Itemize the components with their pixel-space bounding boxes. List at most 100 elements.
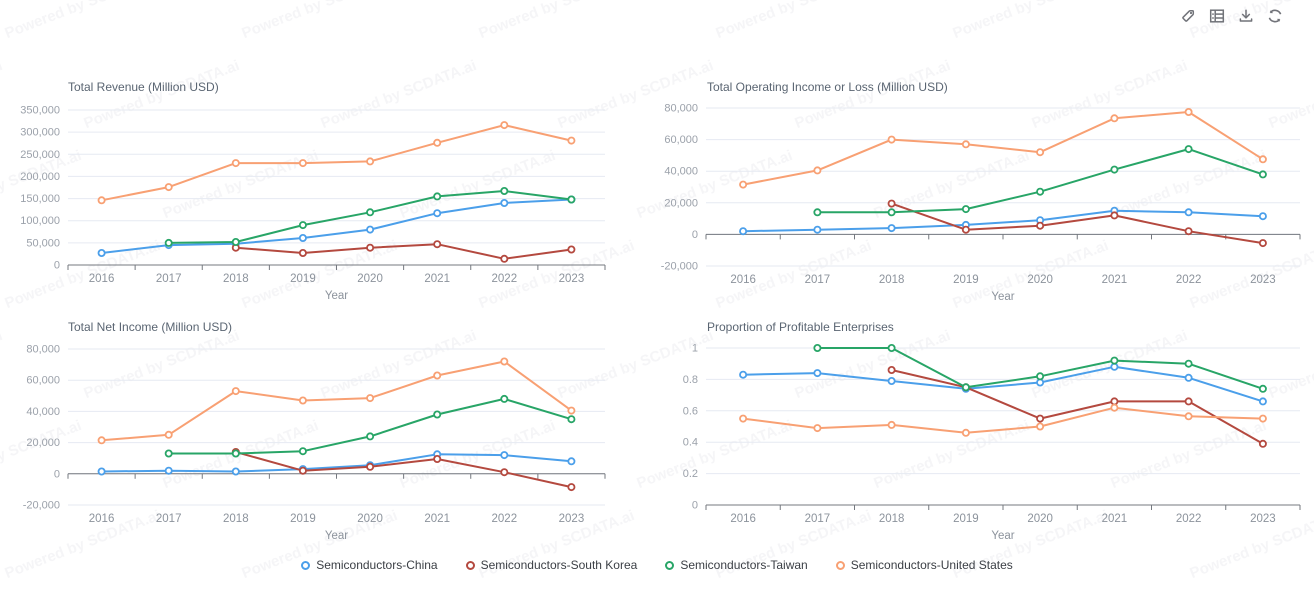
svg-text:2023: 2023 [559,273,585,285]
data-point [1184,397,1193,406]
data-point [567,406,576,415]
svg-text:350,000: 350,000 [20,105,60,117]
download-icon[interactable] [1236,6,1255,25]
chart-plot-operating-income: -20,000 0 20,000 40,000 60,000 80,000 2016 2017… [661,103,1301,303]
data-point [366,157,375,166]
svg-text:2016: 2016 [89,513,115,525]
x-axis-title: Year [325,290,348,302]
x-axis-labels: 2016 2017 2018 2019 2020 2021 2022 2023 [730,513,1275,525]
x-axis-title: Year [325,530,348,542]
data-point [1110,356,1119,365]
series-south_korea [231,240,576,263]
svg-text:2023: 2023 [559,513,585,525]
svg-text:2019: 2019 [290,273,316,285]
chart-legend: Semiconductors-China Semiconductors-Sout… [0,558,1314,572]
data-point [366,225,375,234]
svg-text:2021: 2021 [1102,274,1128,286]
series-china [739,206,1267,236]
chart-plot-net-income: -20,000 0 20,000 40,000 60,000 80,000 2016 2017… [23,344,606,542]
series-south_korea [231,447,576,492]
svg-text:80,000: 80,000 [26,344,60,356]
data-point [164,430,173,439]
data-point [961,428,970,437]
series-south_korea [887,199,1267,248]
svg-text:40,000: 40,000 [664,166,698,178]
data-point [366,243,375,252]
data-table-icon[interactable] [1207,6,1226,25]
refresh-icon[interactable] [1265,6,1284,25]
data-point [739,227,748,236]
svg-text:-20,000: -20,000 [23,500,60,512]
data-point [433,138,442,147]
svg-text:2020: 2020 [357,513,383,525]
legend-label: Semiconductors-China [316,558,438,572]
tag-icon[interactable] [1178,6,1197,25]
svg-text:80,000: 80,000 [664,103,698,115]
data-point [1184,359,1193,368]
data-point [887,343,896,352]
series-south_korea [887,366,1267,448]
legend-item-united-states[interactable]: Semiconductors-United States [835,558,1013,572]
legend-marker-united-states [835,560,845,570]
chart-operating-income: Total Operating Income or Loss (Million … [657,75,1314,315]
data-point [961,140,970,149]
watermark-text: Powered by SCDATA.ai [713,0,874,43]
legend-item-taiwan[interactable]: Semiconductors-Taiwan [665,558,808,572]
data-point [500,121,509,130]
svg-text:2017: 2017 [805,274,831,286]
data-point [567,136,576,145]
data-point [500,451,509,460]
data-point [961,205,970,214]
data-point [739,180,748,189]
data-point [1036,187,1045,196]
data-point [1036,422,1045,431]
data-point [164,183,173,192]
data-point [1036,221,1045,230]
legend-marker-south-korea [465,560,475,570]
svg-text:2022: 2022 [492,273,518,285]
svg-text:2017: 2017 [156,273,182,285]
data-point [1110,403,1119,412]
chart-title: Proportion of Profitable Enterprises [707,320,894,334]
legend-marker-taiwan [665,560,675,570]
legend-item-south-korea[interactable]: Semiconductors-South Korea [465,558,637,572]
data-point [1184,227,1193,236]
y-axis-labels: 0 0.2 0.4 0.6 0.8 1 [683,343,698,512]
data-point [961,383,970,392]
svg-text:150,000: 150,000 [20,193,60,205]
data-point [433,410,442,419]
data-point [1258,384,1267,393]
svg-text:-20,000: -20,000 [661,261,698,273]
svg-text:2021: 2021 [1102,513,1128,525]
data-point [567,195,576,204]
svg-text:2018: 2018 [879,513,905,525]
x-axis-labels: 2016 2017 2018 2019 2020 2021 2022 2023 [730,274,1275,286]
data-point [97,436,106,445]
data-point [298,221,307,230]
legend-label: Semiconductors-Taiwan [680,558,808,572]
data-point [1258,397,1267,406]
data-point [164,466,173,475]
data-point [1036,372,1045,381]
x-axis-title: Year [991,530,1014,542]
data-point [366,462,375,471]
data-point [567,415,576,424]
data-point [433,371,442,380]
data-point [1258,239,1267,248]
data-point [887,135,896,144]
svg-text:2017: 2017 [156,513,182,525]
svg-text:2018: 2018 [223,273,249,285]
series-united_states [97,121,576,205]
y-grid [706,107,1300,267]
chart-net-income: Total Net Income (Million USD) -20,000 0 2… [0,315,657,555]
data-point [1184,373,1193,382]
data-point [567,483,576,492]
y-axis-labels: -20,000 0 20,000 40,000 60,000 80,000 [23,344,60,512]
data-point [1110,114,1119,123]
svg-text:2016: 2016 [89,273,115,285]
legend-marker-china [301,560,311,570]
data-point [1258,414,1267,423]
legend-item-china[interactable]: Semiconductors-China [301,558,438,572]
x-axis-labels: 2016 2017 2018 2019 2020 2021 2022 2023 [89,273,584,285]
data-point [366,394,375,403]
